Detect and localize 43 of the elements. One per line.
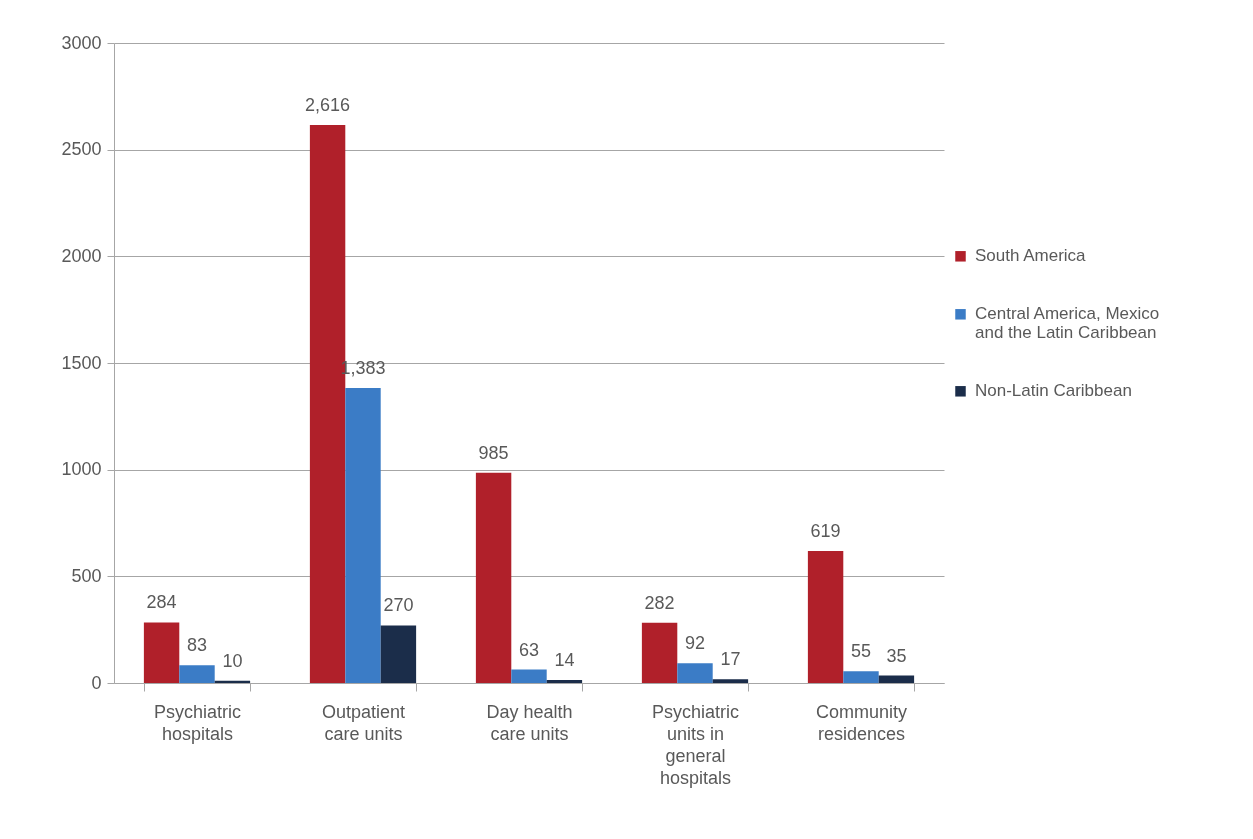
bar bbox=[475, 472, 512, 683]
y-tick-label: 0 bbox=[91, 672, 102, 693]
bar bbox=[878, 675, 915, 683]
bar bbox=[143, 622, 180, 683]
data-label: 270 bbox=[383, 595, 414, 616]
x-tick-label: Outpatient care units bbox=[321, 701, 406, 744]
x-tick-label: Community residences bbox=[815, 701, 908, 744]
y-tick-label: 3000 bbox=[61, 32, 102, 53]
bar bbox=[843, 671, 879, 683]
bar bbox=[546, 680, 583, 683]
y-tick-label: 2000 bbox=[61, 245, 102, 266]
data-label: 284 bbox=[146, 592, 177, 613]
y-tick-label: 1500 bbox=[61, 352, 102, 373]
legend-label: Central America, Mexico and the Latin Caribbean bbox=[975, 304, 1160, 343]
bar bbox=[179, 665, 215, 683]
data-label: 55 bbox=[850, 641, 872, 662]
x-tick-label: Day health care units bbox=[486, 701, 573, 744]
x-tick-label: Psychiatric units in general hospitals bbox=[651, 701, 740, 788]
data-label: 2,616 bbox=[305, 94, 351, 115]
y-tick-label: 2500 bbox=[61, 139, 102, 160]
data-label: 10 bbox=[222, 650, 243, 671]
y-tick-label: 1000 bbox=[61, 459, 102, 480]
data-label: 14 bbox=[554, 650, 575, 671]
data-label: 282 bbox=[644, 592, 675, 613]
data-label: 63 bbox=[518, 639, 540, 660]
y-tick-label: 500 bbox=[71, 565, 102, 586]
bar bbox=[677, 663, 713, 683]
bar bbox=[807, 550, 844, 683]
data-label: 92 bbox=[684, 633, 706, 654]
legend-label: Non-Latin Caribbean bbox=[975, 381, 1132, 401]
data-label: 83 bbox=[186, 635, 208, 656]
bar bbox=[641, 622, 678, 683]
bar bbox=[511, 669, 547, 683]
data-label: 17 bbox=[720, 649, 741, 670]
bar bbox=[214, 680, 251, 683]
x-tick-label: Psychiatric hospitals bbox=[153, 701, 242, 744]
bar bbox=[380, 625, 417, 683]
legend-label: South America bbox=[975, 246, 1087, 266]
bar bbox=[712, 679, 749, 683]
data-label: 619 bbox=[810, 520, 841, 541]
bar bbox=[345, 387, 381, 683]
data-label: 35 bbox=[886, 645, 907, 666]
data-label: 985 bbox=[478, 442, 509, 463]
